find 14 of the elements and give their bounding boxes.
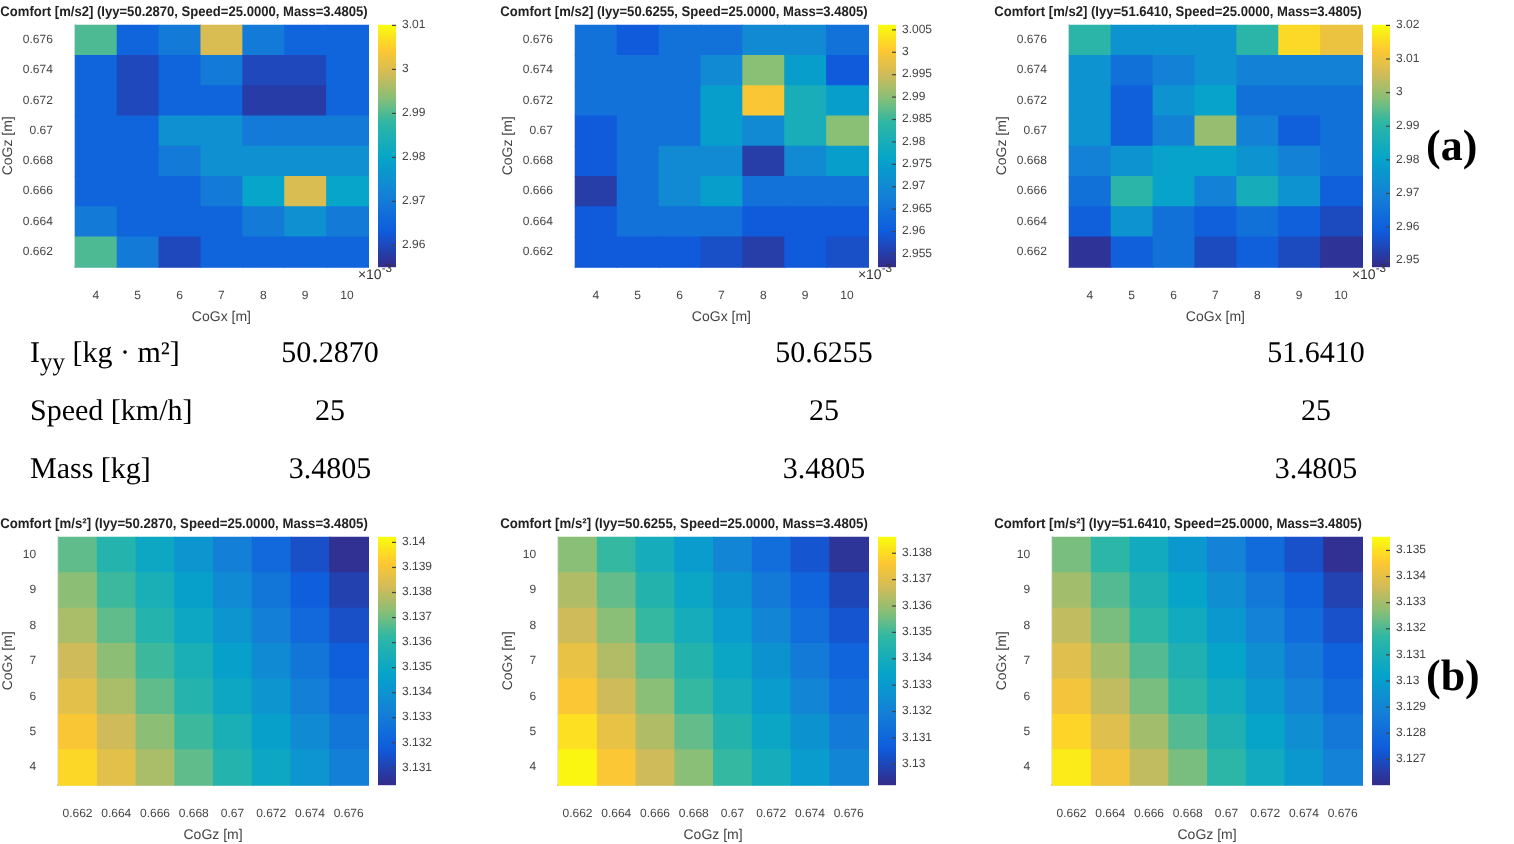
text: 25 [1301, 396, 1331, 430]
text: (b) [1426, 650, 1480, 702]
text: Mass [kg] [30, 454, 151, 488]
text: 3.4805 [1274, 454, 1358, 488]
text: 25 [315, 396, 345, 430]
text: 51.6410 [1267, 338, 1365, 372]
text: Speed [km/h] [30, 396, 193, 430]
text: I$_{yy}$ [kg · m²] [30, 338, 180, 378]
text: 3.4805 [288, 454, 372, 488]
text: 50.6255 [775, 338, 873, 372]
text: (a) [1426, 120, 1478, 172]
text: 50.2870 [281, 338, 379, 372]
text: 3.4805 [782, 454, 866, 488]
text: 25 [809, 396, 839, 430]
